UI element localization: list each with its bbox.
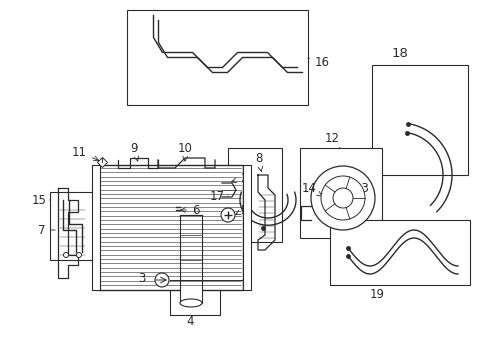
Circle shape [63, 252, 68, 257]
Bar [98, 165, 243, 290]
Bar [299, 148, 381, 238]
Circle shape [76, 252, 81, 257]
Circle shape [221, 208, 235, 222]
Text: 16: 16 [307, 55, 329, 68]
Bar [170, 193, 220, 315]
Ellipse shape [180, 299, 202, 307]
Text: 3: 3 [138, 271, 145, 284]
Text: 14: 14 [302, 181, 322, 196]
Bar [329, 220, 469, 285]
Bar [180, 215, 202, 303]
Text: 7: 7 [38, 224, 55, 237]
Text: 4: 4 [186, 315, 193, 328]
Bar [50, 192, 98, 260]
Bar [92, 165, 100, 290]
Text: 15: 15 [32, 194, 50, 207]
Bar [243, 165, 250, 290]
Text: 19: 19 [369, 288, 384, 301]
Text: 12: 12 [325, 131, 339, 148]
Text: 2: 2 [231, 171, 247, 185]
Text: 8: 8 [254, 152, 262, 171]
Bar [127, 10, 307, 105]
Text: 6: 6 [181, 203, 199, 216]
Text: 17: 17 [209, 189, 227, 202]
Circle shape [155, 273, 169, 287]
Circle shape [320, 176, 364, 220]
Text: 11: 11 [72, 145, 99, 161]
Text: 9: 9 [130, 141, 138, 161]
Text: 10: 10 [178, 141, 192, 161]
Circle shape [332, 188, 352, 208]
Text: 18: 18 [391, 47, 408, 60]
Text: 5: 5 [235, 203, 247, 216]
Bar [227, 148, 282, 242]
Text: 13: 13 [345, 181, 369, 203]
Bar [371, 65, 467, 175]
Circle shape [310, 166, 374, 230]
